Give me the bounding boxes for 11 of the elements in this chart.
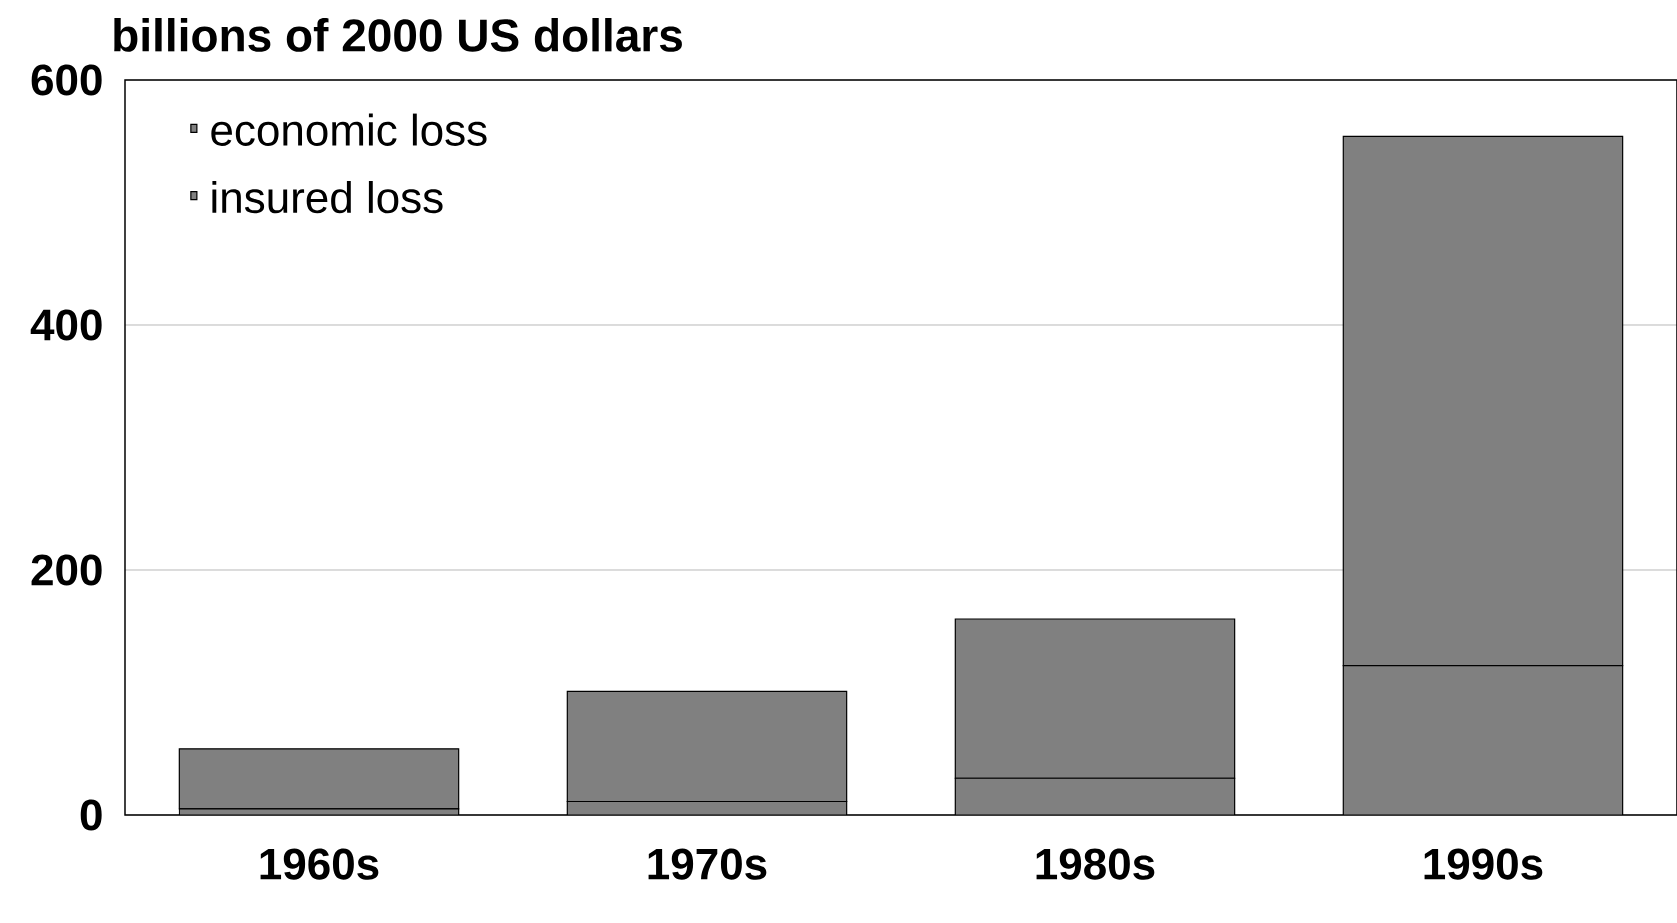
y-tick-label: 0 <box>80 799 102 831</box>
chart-title: billions of 2000 US dollars <box>114 18 682 52</box>
x-tick-label: 1960s <box>260 848 379 880</box>
legend-label: insured loss <box>212 180 443 214</box>
x-tick-label: 1980s <box>1036 848 1155 880</box>
y-tick-label: 400 <box>30 309 102 341</box>
x-tick-label: 1970s <box>648 848 767 880</box>
legend-label: economic loss <box>211 113 487 146</box>
y-tick-label: 200 <box>31 554 102 586</box>
x-tick-label: 1990s <box>1424 848 1543 880</box>
y-tick-label: 600 <box>31 64 102 96</box>
